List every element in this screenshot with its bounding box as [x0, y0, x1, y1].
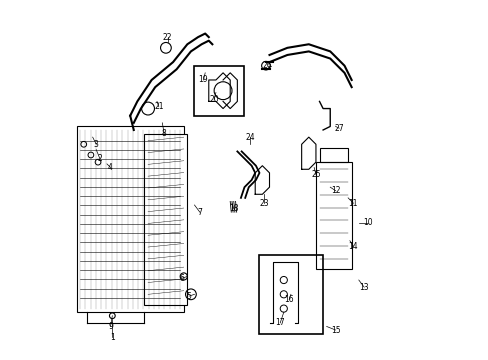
- Text: 24: 24: [244, 132, 254, 141]
- Text: 26: 26: [263, 61, 272, 70]
- Text: 15: 15: [330, 325, 340, 334]
- Text: 1: 1: [110, 333, 115, 342]
- Text: 17: 17: [275, 318, 285, 327]
- Text: 18: 18: [228, 204, 238, 213]
- Text: 6: 6: [179, 274, 184, 283]
- Bar: [319, 148, 347, 162]
- Text: 5: 5: [186, 292, 191, 301]
- Bar: [77, 126, 183, 312]
- Text: 4: 4: [108, 163, 113, 172]
- Bar: [315, 162, 351, 269]
- Text: 22: 22: [163, 33, 172, 42]
- Text: 13: 13: [359, 283, 368, 292]
- Text: 8: 8: [162, 129, 166, 138]
- Text: 27: 27: [334, 124, 343, 133]
- Text: 9: 9: [108, 322, 113, 331]
- Bar: [144, 134, 187, 305]
- Text: 21: 21: [154, 102, 163, 111]
- Text: 10: 10: [362, 219, 372, 228]
- Text: 19: 19: [198, 76, 208, 85]
- Text: 7: 7: [197, 208, 202, 217]
- Text: 3: 3: [94, 140, 99, 149]
- Text: 20: 20: [209, 95, 219, 104]
- Text: 2: 2: [97, 154, 102, 163]
- Text: 23: 23: [259, 199, 268, 208]
- Bar: [258, 255, 323, 334]
- Text: 12: 12: [330, 186, 340, 195]
- Text: 11: 11: [348, 199, 358, 208]
- Bar: [194, 66, 244, 116]
- Text: 14: 14: [348, 242, 358, 251]
- Text: 25: 25: [310, 170, 320, 179]
- Text: 16: 16: [284, 295, 293, 304]
